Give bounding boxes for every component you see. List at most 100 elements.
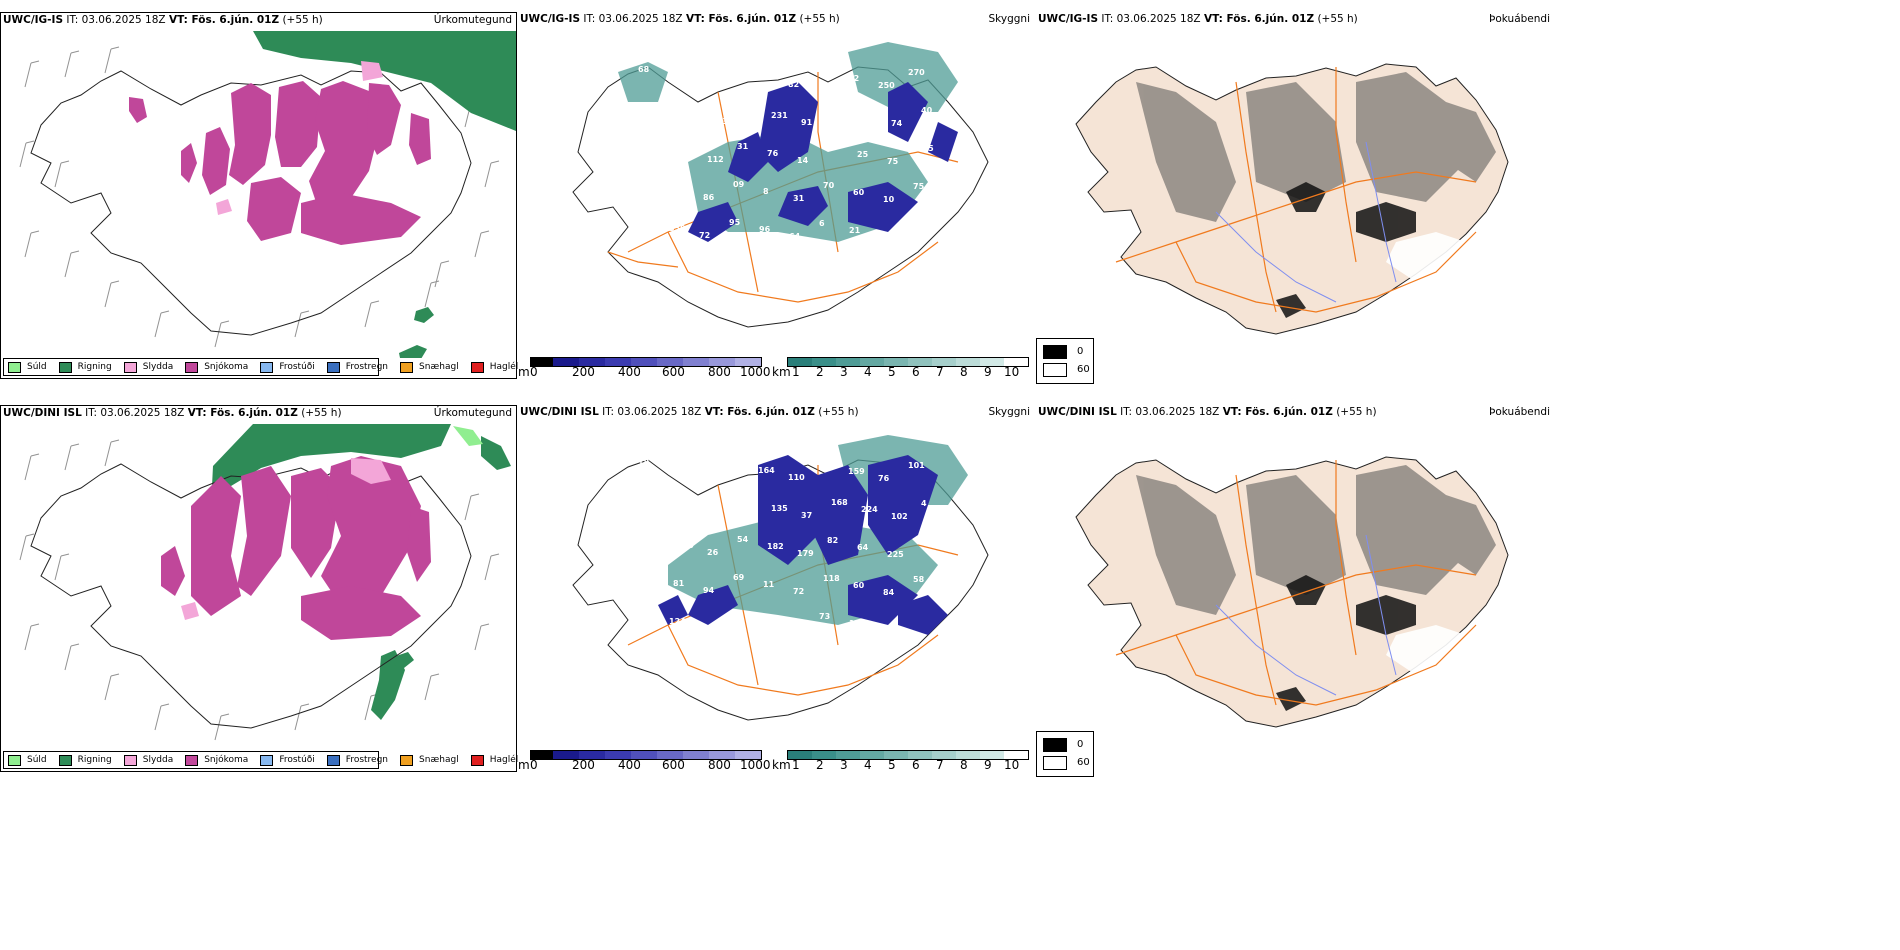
fog-shading (1136, 465, 1496, 615)
legend-swatch-hail (470, 361, 484, 373)
colorbar-tick: 9 (984, 758, 992, 772)
snow-depth-label: 4 (921, 499, 927, 508)
snow-depth-label: 8 (763, 187, 769, 196)
legend-item: Súld (8, 361, 47, 373)
precip-legend: Súld Rigning Slydda Snjókoma Frostúði Fr… (3, 751, 518, 769)
snow-depth-label: 168 (831, 498, 848, 507)
snow-depth-label: 92 (818, 67, 829, 76)
fog-panel-ig: UWC/IG-IS IT: 03.06.2025 18Z VT: Fös. 6.… (1036, 12, 1552, 384)
fog-scale-swatch-dark (1043, 345, 1067, 359)
precip-type-panel-dini: UWC/DINI ISL IT: 03.06.2025 18Z VT: Fös.… (0, 405, 518, 772)
snow-depth-label: 200 (677, 541, 694, 550)
fog-dark-area (1276, 182, 1416, 318)
colorbar-tick: 1000 (740, 758, 771, 772)
snow-depth-label: 135 (771, 504, 788, 513)
legend-swatch-snow (185, 361, 199, 373)
legend-swatch-freezing-rain (326, 754, 340, 766)
snow-depth-label: 74 (891, 119, 903, 128)
snow-depth-label: 133 (681, 503, 698, 512)
colorbar-cell (735, 358, 761, 366)
snow-depth-label: 12 (879, 233, 890, 242)
snow-depth-label: 13 (849, 619, 860, 628)
snow-depth-label: 225 (887, 550, 904, 559)
snow-depth-label: 31 (793, 194, 805, 203)
snow-depth-label: 108 (698, 79, 715, 88)
panel-name: Úrkomutegund (433, 14, 512, 26)
panel-name: Skyggni (988, 13, 1031, 25)
colorbar-cell (1004, 358, 1028, 366)
legend-swatch-sleet (123, 754, 137, 766)
legend-item: Frostúði (260, 754, 315, 766)
snow-depth-label: 64 (789, 232, 801, 241)
fog-scale: 0 60 (1036, 338, 1094, 384)
colorbar-tick: 800 (708, 365, 731, 379)
fog-panel-dini: UWC/DINI ISL IT: 03.06.2025 18Z VT: Fös.… (1036, 405, 1552, 777)
snow-depth-label: 73 (759, 618, 770, 627)
snow-depth-label: 64 (831, 105, 843, 114)
precip-legend: Súld Rigning Slydda Snjókoma Frostúði Fr… (3, 358, 518, 376)
snow-depth-label: 96 (759, 225, 771, 234)
fog-map (1075, 63, 1509, 335)
snow-depth-label: 37 (801, 511, 812, 520)
colorbar-cell (836, 751, 860, 759)
fog-scale-label: 0 (1077, 346, 1084, 357)
colorbar-tick: 400 (618, 758, 641, 772)
snow-depth-label: 224 (861, 505, 878, 514)
colorbar-cell (812, 751, 836, 759)
legend-item: Frostúði (260, 361, 315, 373)
colorbar-cell (932, 358, 956, 366)
rain-area (253, 31, 516, 358)
snow-depth-label: 81 (861, 112, 873, 121)
colorbar-cell (1004, 751, 1028, 759)
colorbar-cells (787, 357, 1029, 367)
snow-depth-label: 21 (849, 226, 861, 235)
legend-item: Súld (8, 754, 47, 766)
visibility-panel-ig: UWC/IG-IS IT: 03.06.2025 18Z VT: Fös. 6.… (518, 12, 1034, 379)
fog-dark-area (1276, 575, 1416, 711)
snow-depth-label: 173 (711, 117, 728, 126)
colorbar-cell (683, 358, 709, 366)
colorbar-tick: 6 (912, 365, 920, 379)
colorbar-tick: 3 (840, 365, 848, 379)
snow-depth-label: 31 (737, 142, 749, 151)
fog-shading (1136, 72, 1496, 222)
snow-depth-label: 112 (707, 155, 724, 164)
panel-title: UWC/IG-IS IT: 03.06.2025 18Z VT: Fös. 6.… (1038, 13, 1358, 25)
snow-depth-label: 77 (677, 148, 688, 157)
colorbar-cell (860, 358, 884, 366)
legend-item: Snjókoma (185, 754, 248, 766)
snow-depth-label: 60 (853, 581, 865, 590)
colorbar-cell (980, 358, 1004, 366)
precip-type-panel-ig: UWC/IG-IS IT: 03.06.2025 18Z VT: Fös. 6.… (0, 12, 518, 379)
snow-depth-label: 106 (741, 497, 758, 506)
iceland-outline (572, 459, 989, 721)
snow-depth-label: 72 (699, 231, 710, 240)
colorbar-cells (530, 750, 762, 760)
colorbar-cell (956, 358, 980, 366)
colorbar-cell (980, 751, 1004, 759)
snow-depth-label: 152 (673, 186, 690, 195)
snow-depth-label: 25 (857, 150, 869, 159)
colorbar-cell (709, 751, 735, 759)
colorbar-tick: 800 (708, 758, 731, 772)
legend-swatch-drizzle (8, 361, 21, 373)
colorbar-cell (553, 751, 579, 759)
fog-scale-label: 60 (1077, 757, 1090, 768)
fog-clear-area (1386, 625, 1466, 675)
fog-clear-area (1386, 232, 1466, 282)
visibility-colorbar: km 1 2 3 4 5 6 7 8 9 10 (772, 357, 1032, 379)
snow-depth-label: 144 (789, 625, 806, 634)
colorbar-cell (605, 751, 631, 759)
snow-depth-label: 377 (917, 537, 934, 546)
panel-title: UWC/DINI ISL IT: 03.06.2025 18Z VT: Fös.… (1038, 406, 1377, 418)
snow-depth-label: 102 (891, 512, 908, 521)
snow-depth-label: 180 (643, 179, 660, 188)
wind-barbs (19, 439, 500, 741)
panel-title: UWC/IG-IS IT: 03.06.2025 18Z VT: Fös. 6.… (3, 14, 323, 26)
precip-map (19, 31, 516, 358)
snow-depth-label: 215 (643, 572, 660, 581)
snow-depth-label: 18 (638, 458, 650, 467)
wind-barbs (19, 46, 500, 348)
panel-title: UWC/IG-IS IT: 03.06.2025 18Z VT: Fös. 6.… (520, 13, 840, 25)
colorbar-tick: 3 (840, 758, 848, 772)
